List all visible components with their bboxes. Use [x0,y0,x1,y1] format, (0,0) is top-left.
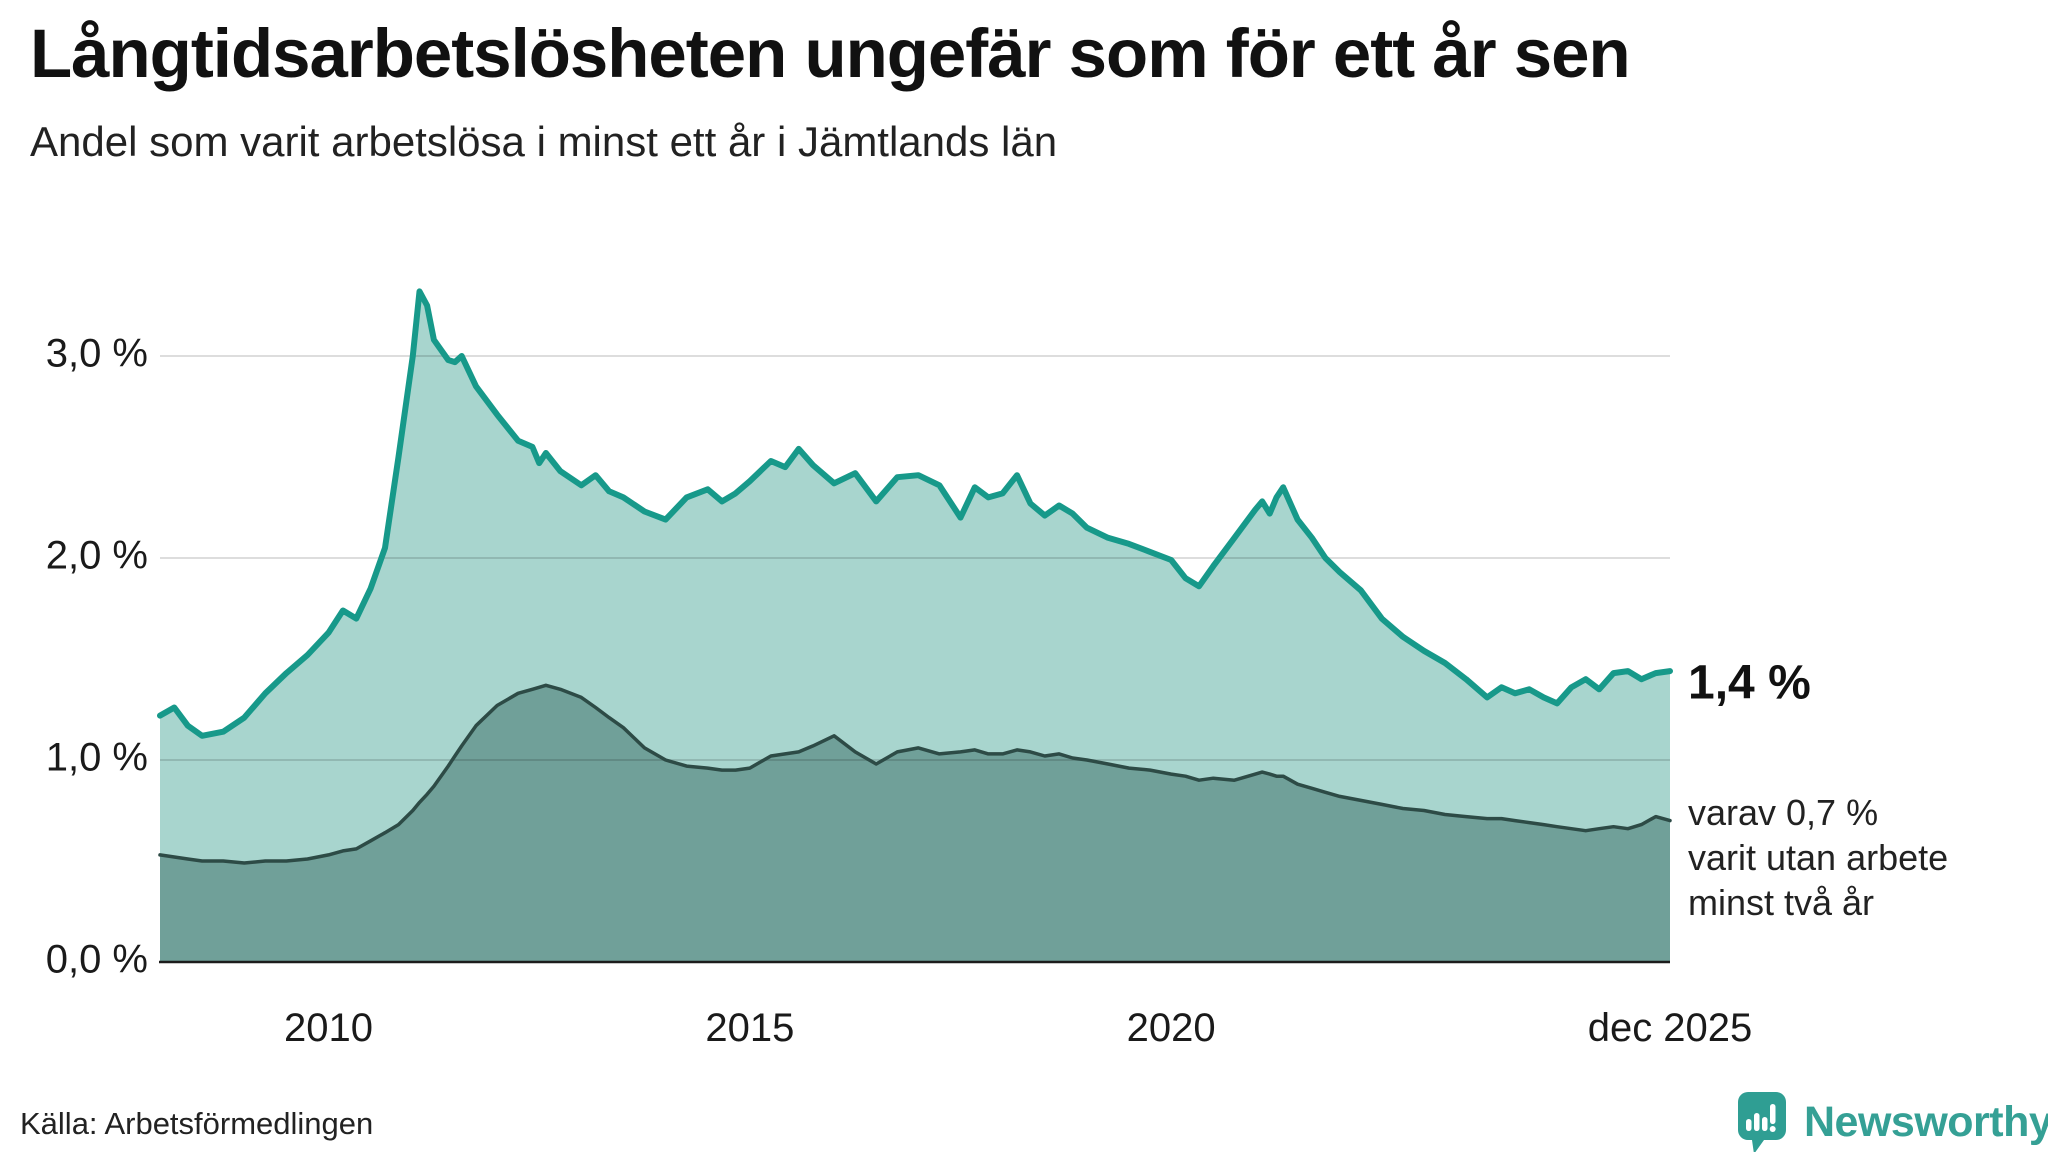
x-tick-label: 2020 [1126,1006,1216,1050]
y-tick-label: 3,0 % [45,331,148,376]
x-tick-label: 2010 [284,1006,374,1050]
y-tick-label: 2,0 % [45,533,148,578]
y-tick-label: 0,0 % [45,937,148,982]
x-tick-label: dec 2025 [1587,1006,1753,1050]
page-subtitle: Andel som varit arbetslösa i minst ett å… [30,118,1058,165]
source-note: Källa: Arbetsförmedlingen [20,1106,374,1141]
y-tick-label: 1,0 % [45,735,148,780]
annotation-note: varav 0,7 % varit utan arbete minst två … [1688,792,1949,923]
page-title: Långtidsarbetslösheten ungefär som för e… [30,15,1631,92]
newsworthy-logo: Newsworthy [1738,1092,2048,1152]
newsworthy-icon [1738,1092,1786,1152]
newsworthy-wordmark: Newsworthy [1804,1098,2048,1146]
latest-value-label: 1,4 % [1688,656,1811,710]
x-tick-label: 2015 [705,1006,795,1050]
